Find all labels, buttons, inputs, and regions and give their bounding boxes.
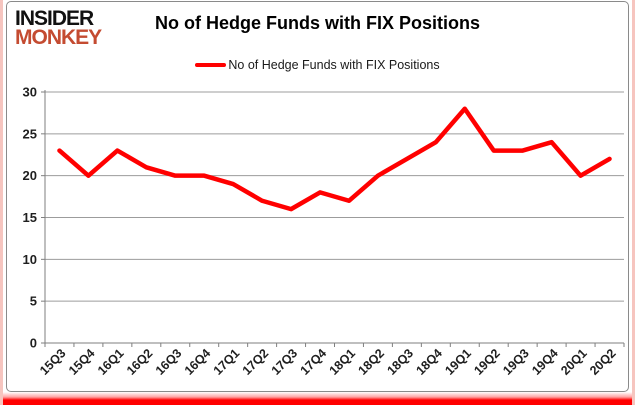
x-tick-label: 17Q3 <box>269 346 301 378</box>
x-tick-label: 20Q1 <box>558 346 590 378</box>
x-tick-label: 16Q1 <box>95 346 127 378</box>
chart-header: INSIDER MONKEY No of Hedge Funds with FI… <box>7 2 628 56</box>
y-tick-label: 20 <box>23 168 37 183</box>
x-tick-label: 18Q4 <box>413 346 445 378</box>
x-tick-label: 18Q1 <box>327 346 359 378</box>
x-tick-label: 18Q3 <box>384 346 416 378</box>
legend-label: No of Hedge Funds with FIX Positions <box>228 58 440 72</box>
x-tick-label: 18Q2 <box>356 346 388 378</box>
x-tick-label: 16Q4 <box>182 346 214 378</box>
x-tick-label: 20Q2 <box>587 346 619 378</box>
x-tick-label: 19Q1 <box>442 346 474 378</box>
logo-word-insider: INSIDER <box>15 7 94 30</box>
legend-line-marker <box>195 63 227 67</box>
series-line-hedge-funds <box>57 106 612 212</box>
page-title: No of Hedge Funds with FIX Positions <box>155 13 480 33</box>
axes <box>41 90 625 347</box>
x-tick-label: 16Q3 <box>153 346 185 378</box>
y-tick-label: 30 <box>23 85 37 100</box>
logo-word-monkey: MONKEY <box>15 26 102 50</box>
chart-legend: No of Hedge Funds with FIX Positions <box>7 58 628 72</box>
y-tick-labels: 0 5 10 15 20 25 30 <box>23 85 37 351</box>
x-tick-label: 15Q3 <box>37 346 69 378</box>
x-tick-label: 15Q4 <box>66 346 98 378</box>
y-tick-label: 5 <box>30 294 37 309</box>
y-tick-label: 25 <box>23 126 37 141</box>
y-gridlines <box>45 91 624 302</box>
chart-frame: INSIDER MONKEY No of Hedge Funds with FI… <box>6 1 629 392</box>
insider-monkey-logo: INSIDER MONKEY <box>15 7 127 50</box>
x-tick-label: 19Q2 <box>471 346 503 378</box>
x-tick-labels: 15Q315Q416Q116Q216Q316Q417Q117Q217Q317Q4… <box>37 346 619 378</box>
x-tick-label: 17Q4 <box>298 346 330 378</box>
y-tick-label: 15 <box>23 210 37 225</box>
x-tick-label: 19Q3 <box>500 346 532 378</box>
bottom-red-bar <box>3 392 632 405</box>
x-tick-label: 17Q2 <box>240 346 272 378</box>
x-tick-label: 19Q4 <box>529 346 561 378</box>
y-tick-label: 0 <box>30 336 37 351</box>
y-tick-label: 10 <box>23 252 37 267</box>
x-tick-label: 17Q1 <box>211 346 243 378</box>
line-chart-plot-area: 0 5 10 15 20 25 30 15Q315Q416Q116Q216Q316Q417Q1… <box>23 85 625 378</box>
x-tick-label: 16Q2 <box>124 346 156 378</box>
